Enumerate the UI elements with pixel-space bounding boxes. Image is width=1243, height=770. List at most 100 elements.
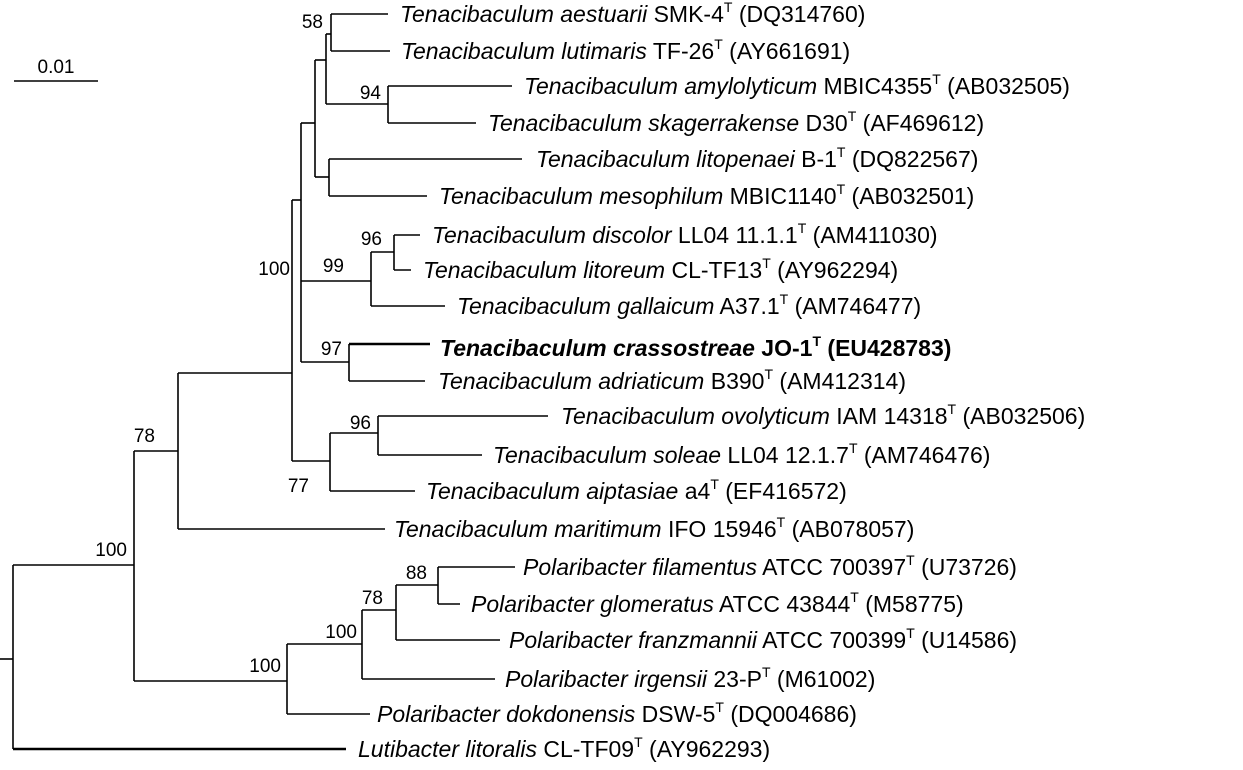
strain-name: B-1 [795,146,837,172]
taxon-label: Tenacibaculum litopenaei B-1T (DQ822567) [536,144,978,172]
taxon-name: Tenacibaculum soleae [493,442,721,468]
bootstrap-value: 77 [288,476,309,497]
accession-number: (AM411030) [806,222,937,248]
strain-name: IAM 14318 [830,403,948,429]
bootstrap-value: 78 [134,426,155,447]
taxon-name: Tenacibaculum litoreum [423,257,665,283]
taxon-label: Tenacibaculum skagerrakense D30T (AF4696… [488,108,984,136]
strain-name: a4 [678,478,710,504]
bootstrap-value: 100 [249,656,281,677]
taxon-label: Lutibacter litoralis CL-TF09T (AY962293) [358,734,770,762]
accession-number: (DQ004686) [724,701,857,727]
taxon-label: Tenacibaculum mesophilum MBIC1140T (AB03… [439,181,974,209]
accession-number: (EU428783) [821,335,951,361]
strain-name: D30 [799,110,848,136]
accession-number: (DQ314760) [732,1,865,27]
taxon-label: Polaribacter dokdonensis DSW-5T (DQ00468… [377,699,857,727]
strain-name: IFO 15946 [662,516,777,542]
accession-number: (AM746477) [788,293,921,319]
taxon-name: Polaribacter franzmannii [509,627,758,653]
type-strain-mark: T [634,734,643,750]
taxon-name: Polaribacter filamentus [523,554,757,580]
type-strain-mark: T [724,0,733,15]
taxon-label: Tenacibaculum maritimum IFO 15946T (AB07… [394,514,914,542]
type-strain-mark: T [948,401,957,417]
type-strain-mark: T [777,514,786,530]
type-strain-mark: T [762,255,771,271]
taxon-name: Tenacibaculum amylolyticum [524,73,817,99]
bootstrap-value: 88 [406,563,427,584]
type-strain-mark: T [715,699,724,715]
strain-name: TF-26 [647,38,714,64]
type-strain-mark: T [849,440,858,456]
taxon-label: Tenacibaculum adriaticum B390T (AM412314… [438,366,906,394]
taxon-label: Polaribacter glomeratus ATCC 43844T (M58… [471,589,964,617]
taxon-label: Tenacibaculum ovolyticum IAM 14318T (AB0… [561,401,1085,429]
taxon-name: Polaribacter irgensii [505,666,708,692]
accession-number: (AM412314) [773,368,906,394]
accession-number: (AM746476) [858,442,991,468]
taxon-label: Polaribacter filamentus ATCC 700397T (U7… [523,552,1017,580]
taxon-name: Tenacibaculum mesophilum [439,183,723,209]
taxon-name: Tenacibaculum maritimum [394,516,662,542]
taxon-name: Polaribacter dokdonensis [377,701,636,727]
scale-bar-label: 0.01 [38,57,75,78]
accession-number: (U14586) [915,627,1017,653]
strain-name: ATCC 700397 [757,554,906,580]
type-strain-mark: T [932,71,941,87]
type-strain-mark: T [762,664,771,680]
strain-name: 23-P [707,666,762,692]
strain-name: ATCC 700399 [757,627,906,653]
bootstrap-value: 58 [302,12,323,33]
accession-number: (AB078057) [785,516,914,542]
accession-number: (M61002) [771,666,876,692]
type-strain-mark: T [812,333,821,349]
accession-number: (EF416572) [719,478,847,504]
strain-name: B390 [704,368,764,394]
type-strain-mark: T [906,625,915,641]
type-strain-mark: T [710,476,719,492]
strain-name: CL-TF13 [665,257,762,283]
taxon-label: Tenacibaculum crassostreae JO-1T (EU4287… [440,333,951,361]
type-strain-mark: T [714,36,723,52]
accession-number: (DQ822567) [845,146,978,172]
taxon-name: Tenacibaculum crassostreae [440,335,755,361]
taxon-name: Tenacibaculum aiptasiae [426,478,678,504]
strain-name: CL-TF09 [537,736,634,762]
taxon-label: Tenacibaculum lutimaris TF-26T (AY661691… [401,36,850,64]
taxon-label: Polaribacter irgensii 23-PT (M61002) [505,664,875,692]
type-strain-mark: T [848,108,857,124]
taxon-label: Tenacibaculum discolor LL04 11.1.1T (AM4… [432,220,938,248]
accession-number: (AF469612) [856,110,984,136]
taxon-name: Polaribacter glomeratus [471,591,714,617]
bootstrap-value: 94 [360,83,382,104]
bootstrap-value: 100 [258,259,290,280]
strain-name: MBIC1140 [723,183,836,209]
type-strain-mark: T [837,181,846,197]
type-strain-mark: T [837,144,846,160]
taxon-name: Tenacibaculum gallaicum [457,293,714,319]
taxon-label: Tenacibaculum litoreum CL-TF13T (AY96229… [423,255,898,283]
taxon-name: Tenacibaculum skagerrakense [488,110,799,136]
strain-name: A37.1 [714,293,779,319]
bootstrap-value: 99 [323,256,344,277]
accession-number: (AB032506) [956,403,1085,429]
accession-number: (AB032501) [845,183,974,209]
taxon-label: Tenacibaculum amylolyticum MBIC4355T (AB… [524,71,1070,99]
bootstrap-value: 96 [350,413,371,434]
taxon-label: Tenacibaculum gallaicum A37.1T (AM746477… [457,291,921,319]
accession-number: (AY962293) [643,736,770,762]
type-strain-mark: T [850,589,859,605]
strain-name: SMK-4 [647,1,724,27]
taxon-name: Tenacibaculum discolor [432,222,673,248]
strain-name: ATCC 43844 [714,591,851,617]
strain-name: MBIC4355 [817,73,932,99]
type-strain-mark: T [764,366,773,382]
taxon-name: Tenacibaculum litopenaei [536,146,796,172]
taxon-name: Lutibacter litoralis [358,736,537,762]
bootstrap-value: 97 [321,339,342,360]
taxon-name: Tenacibaculum ovolyticum [561,403,830,429]
bootstrap-value: 100 [95,540,127,561]
